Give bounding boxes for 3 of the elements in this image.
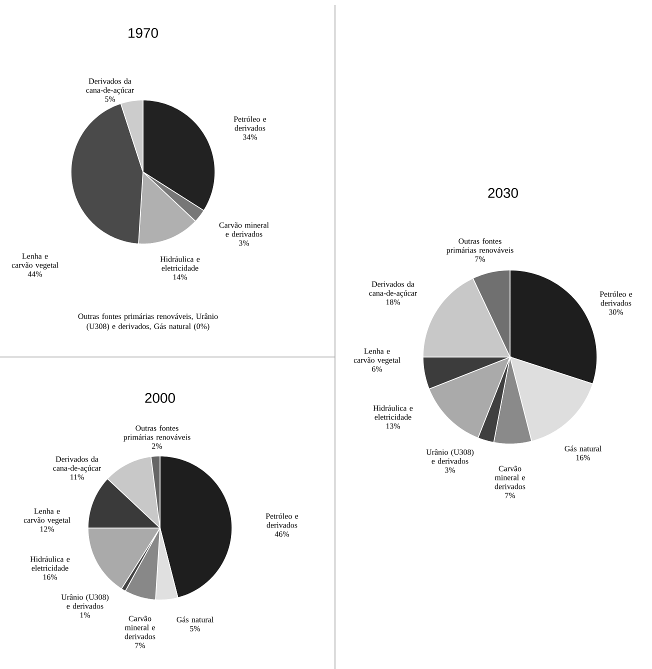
chart-title: 1970 bbox=[128, 28, 158, 38]
chart-title: 2000 bbox=[145, 393, 175, 403]
chart-title: 2030 bbox=[488, 188, 518, 198]
